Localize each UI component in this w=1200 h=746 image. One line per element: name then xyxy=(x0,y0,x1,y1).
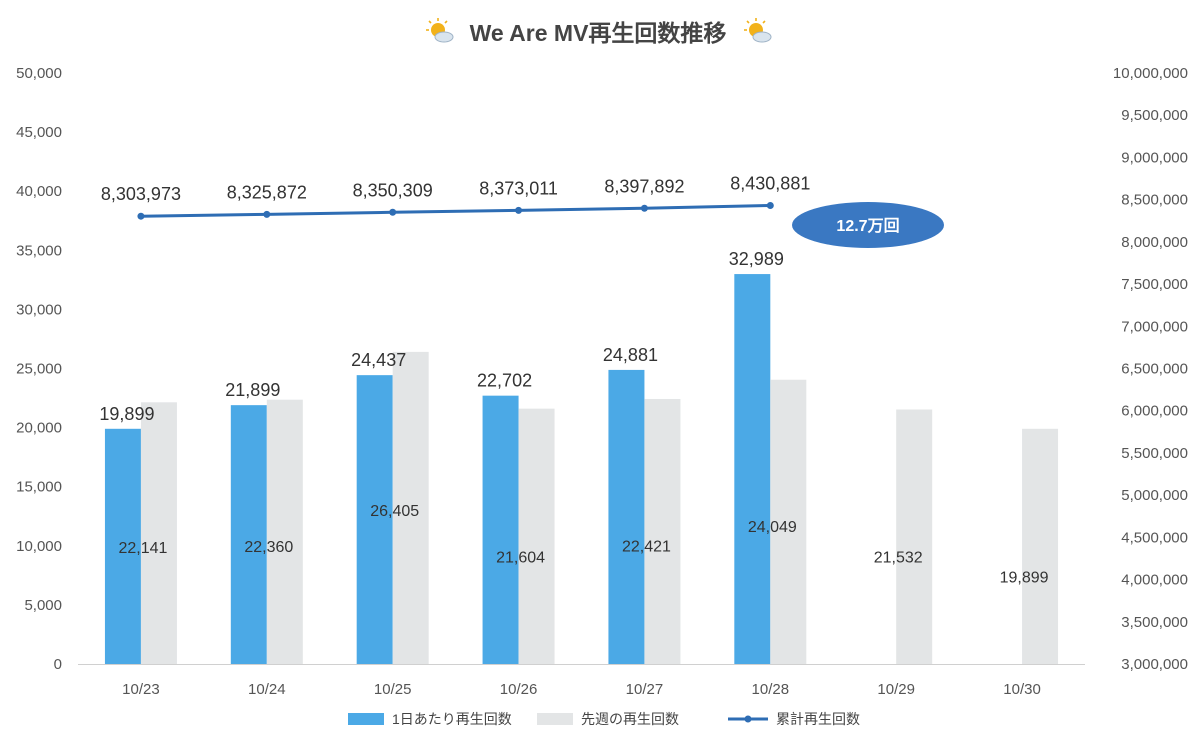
cumulative-views-label: 8,350,309 xyxy=(353,180,433,200)
y-left-tick-label: 10,000 xyxy=(16,538,62,555)
y-right-tick-label: 10,000,000 xyxy=(1113,65,1188,82)
daily-views-label: 24,881 xyxy=(603,345,658,365)
cumulative-views-label: 8,430,881 xyxy=(730,173,810,193)
last-week-views-label: 22,360 xyxy=(244,539,293,556)
cumulative-views-label: 8,303,973 xyxy=(101,184,181,204)
cumulative-views-line xyxy=(140,203,771,218)
y-left-tick-label: 30,000 xyxy=(16,301,62,318)
y-left-tick-label: 40,000 xyxy=(16,183,62,200)
x-tick-label: 10/29 xyxy=(877,681,915,698)
last-week-views-label: 22,421 xyxy=(622,538,671,555)
x-tick-label: 10/28 xyxy=(752,681,790,698)
bars xyxy=(104,274,1059,664)
daily-views-label: 21,899 xyxy=(225,380,280,400)
cumulative-views-point xyxy=(640,204,648,212)
y-right-tick-label: 6,500,000 xyxy=(1121,361,1188,378)
y-left-tick-label: 25,000 xyxy=(16,361,62,378)
x-tick-label: 10/26 xyxy=(500,681,538,698)
last-week-views-bar xyxy=(770,379,807,664)
y-right-tick-label: 5,500,000 xyxy=(1121,445,1188,462)
daily-views-bar xyxy=(734,274,771,664)
daily-views-bar xyxy=(482,395,519,664)
sun-behind-cloud-icon xyxy=(744,18,772,43)
daily-views-label: 19,899 xyxy=(99,404,154,424)
legend: 1日あたり再生回数 先週の再生回数 累計再生回数 xyxy=(348,711,860,727)
last-week-views-bar xyxy=(1022,428,1059,664)
x-tick-label: 10/24 xyxy=(248,681,286,698)
cumulative-views-point xyxy=(137,212,145,220)
y-left-tick-label: 35,000 xyxy=(16,242,62,259)
last-week-views-label: 19,899 xyxy=(1000,569,1049,586)
last-week-views-label: 22,141 xyxy=(118,540,167,557)
daily-views-label: 24,437 xyxy=(351,350,406,370)
cumulative-views-label: 8,325,872 xyxy=(227,182,307,202)
legend-label: 先週の再生回数 xyxy=(581,711,679,727)
last-week-views-bar xyxy=(392,351,429,664)
x-tick-label: 10/23 xyxy=(122,681,160,698)
daily-views-label: 32,989 xyxy=(729,249,784,269)
y-right-tick-label: 4,500,000 xyxy=(1121,529,1188,546)
callout-text: 12.7万回 xyxy=(836,217,899,235)
daily-views-bar xyxy=(230,405,267,664)
cumulative-views-point xyxy=(515,206,523,214)
cumulative-views-point xyxy=(389,208,397,216)
last-week-views-bar xyxy=(896,409,933,664)
last-week-views-label: 24,049 xyxy=(748,519,797,536)
last-week-views-bar xyxy=(266,399,303,664)
cumulative-views-label: 8,373,011 xyxy=(479,178,558,198)
daily-views-label: 22,702 xyxy=(477,371,532,391)
y-right-tick-label: 8,000,000 xyxy=(1121,234,1188,251)
legend-label: 累計再生回数 xyxy=(776,711,860,727)
y-left-tick-label: 50,000 xyxy=(16,65,62,82)
data-labels: 19,899 21,899 24,437 22,702 24,881 32,989 22,1… xyxy=(99,173,1048,586)
y-right-tick-label: 7,500,000 xyxy=(1121,276,1188,293)
y-right-tick-label: 4,000,000 xyxy=(1121,572,1188,589)
sun-behind-cloud-icon xyxy=(426,18,454,43)
last-week-views-label: 21,604 xyxy=(496,549,545,566)
y-left-tick-label: 5,000 xyxy=(24,597,62,614)
chart-title-group: We Are MV再生回数推移 xyxy=(426,18,772,46)
daily-views-bar xyxy=(608,369,645,664)
y-right-tick-label: 6,000,000 xyxy=(1121,403,1188,420)
y-left-tick-label: 0 xyxy=(54,656,62,673)
legend-swatch xyxy=(537,713,573,725)
callout-badge: 12.7万回 xyxy=(792,202,944,248)
y-right-tick-label: 8,500,000 xyxy=(1121,192,1188,209)
y-right-tick-label: 9,000,000 xyxy=(1121,149,1188,166)
y-right-tick-label: 5,000,000 xyxy=(1121,487,1188,504)
x-tick-label: 10/30 xyxy=(1003,681,1041,698)
y-right-tick-label: 7,000,000 xyxy=(1121,318,1188,335)
last-week-views-label: 21,532 xyxy=(874,550,923,567)
legend-swatch xyxy=(348,713,384,725)
y-left-tick-label: 45,000 xyxy=(16,124,62,141)
legend-label: 1日あたり再生回数 xyxy=(392,711,512,727)
chart-title: We Are MV再生回数推移 xyxy=(470,20,727,46)
last-week-views-bar xyxy=(518,408,555,664)
last-week-views-bar xyxy=(140,402,177,664)
cumulative-line-layer xyxy=(137,201,774,220)
y-left-tick-label: 15,000 xyxy=(16,479,62,496)
y-right-tick-label: 9,500,000 xyxy=(1121,107,1188,124)
cumulative-views-point xyxy=(766,201,774,209)
last-week-views-bar xyxy=(644,398,681,664)
cumulative-views-point xyxy=(263,210,271,218)
cumulative-views-label: 8,397,892 xyxy=(604,176,684,196)
y-right-tick-label: 3,500,000 xyxy=(1121,614,1188,631)
axes: 0 5,000 10,000 15,000 20,000 25,000 30,000 35,0… xyxy=(16,65,1188,698)
daily-views-bar xyxy=(356,375,393,664)
last-week-views-label: 26,405 xyxy=(370,503,419,520)
y-right-tick-label: 3,000,000 xyxy=(1121,656,1188,673)
x-tick-label: 10/25 xyxy=(374,681,412,698)
y-left-tick-label: 20,000 xyxy=(16,420,62,437)
legend-line-marker xyxy=(744,715,752,723)
x-tick-label: 10/27 xyxy=(626,681,664,698)
daily-views-bar xyxy=(104,428,141,664)
